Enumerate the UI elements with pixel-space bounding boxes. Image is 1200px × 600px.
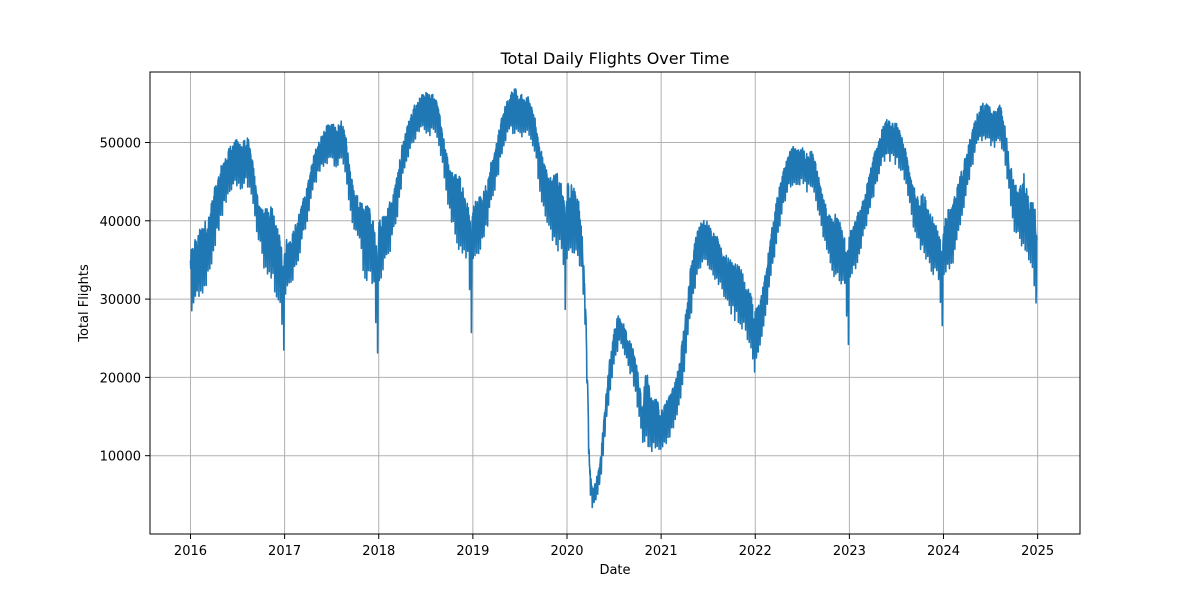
x-tick-label: 2025: [1021, 544, 1054, 559]
x-axis-label: Date: [599, 563, 630, 578]
plot-frame: [149, 71, 1081, 535]
y-axis-label: Total Flights: [77, 264, 92, 343]
y-tick-label: 20000: [100, 371, 141, 386]
x-tick-label: 2024: [927, 544, 960, 559]
series-group: [189, 88, 1038, 509]
x-tick-label: 2022: [739, 544, 772, 559]
y-tick-label: 10000: [100, 450, 141, 465]
chart-title: Total Daily Flights Over Time: [500, 49, 730, 68]
x-tick-label: 2020: [550, 544, 583, 559]
x-tick-label: 2018: [362, 544, 395, 559]
x-tick-label: 2016: [174, 544, 207, 559]
y-tick-label: 50000: [100, 136, 141, 151]
x-tick-label: 2023: [833, 544, 866, 559]
y-tick-label: 30000: [100, 293, 141, 308]
x-tick-label: 2019: [456, 544, 489, 559]
y-tick-label: 40000: [100, 215, 141, 230]
x-tick-label: 2021: [645, 544, 678, 559]
series-line: [189, 88, 1038, 509]
x-axis: 2016 2017 2018 2019 2020 2021 2022 2023 2024 2025: [174, 534, 1054, 559]
y-axis: 10000 20000 30000 40000 50000: [100, 136, 150, 465]
x-tick-label: 2017: [268, 544, 301, 559]
